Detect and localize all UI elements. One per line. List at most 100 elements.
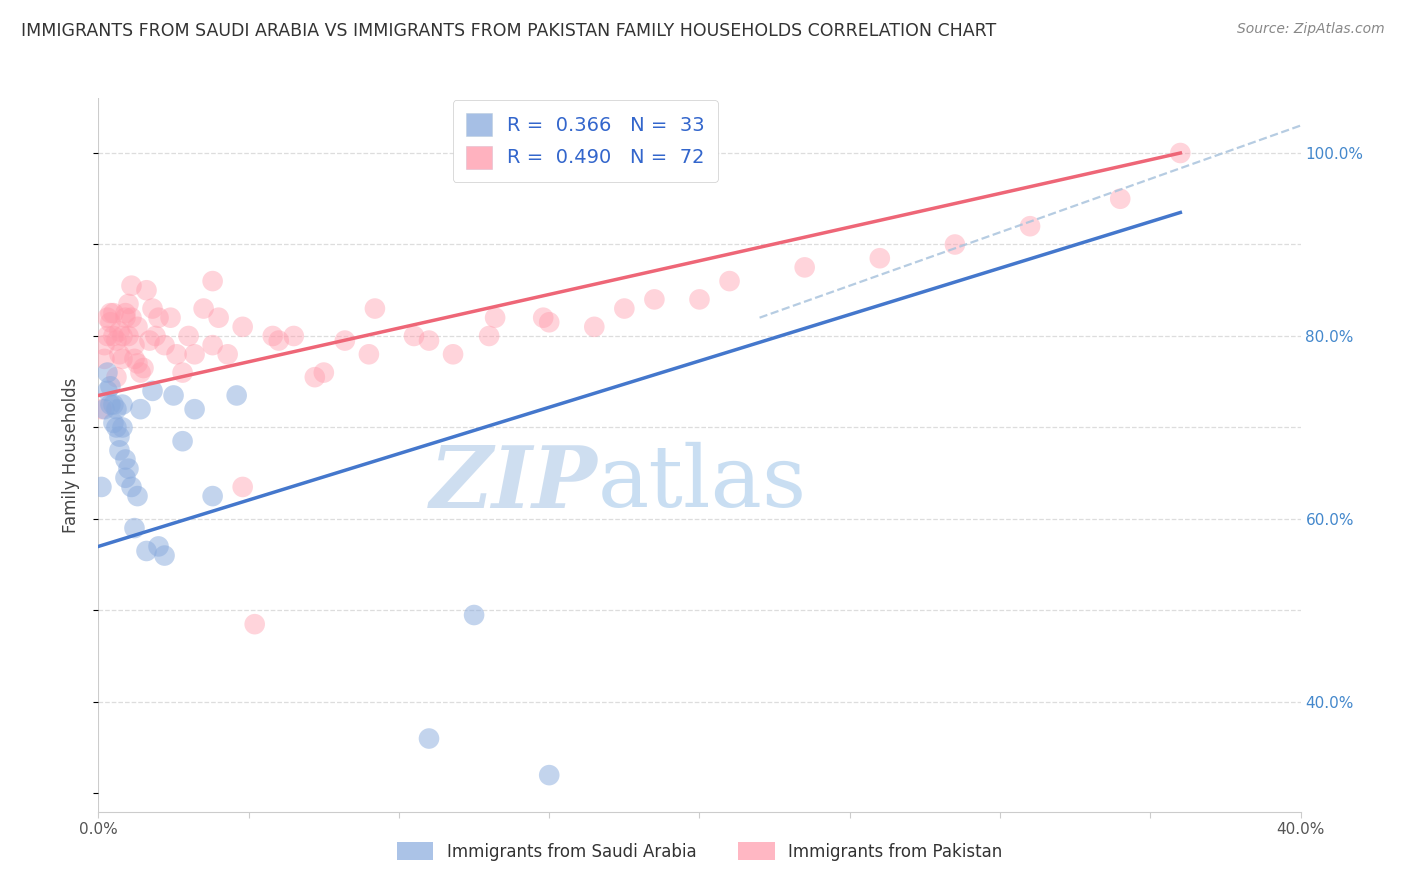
Point [127, 319, 149, 334]
Point [145, 329, 167, 343]
Point [183, 347, 205, 361]
Point [114, 310, 136, 325]
Point [531, 310, 554, 325]
Point [159, 310, 181, 325]
Point [267, 334, 290, 348]
Point [262, 329, 284, 343]
Point [153, 549, 176, 563]
Point [105, 334, 128, 348]
Point [153, 338, 176, 352]
Point [441, 347, 464, 361]
Point [100, 306, 122, 320]
Point [127, 356, 149, 370]
Point [105, 370, 128, 384]
Point [114, 452, 136, 467]
Text: atlas: atlas [598, 442, 807, 525]
Point [718, 274, 741, 288]
Point [418, 334, 440, 348]
Point [166, 347, 188, 361]
Point [208, 310, 231, 325]
Point [201, 338, 224, 352]
Point [93, 338, 115, 352]
Point [121, 310, 143, 325]
Point [124, 351, 146, 366]
Point [124, 338, 146, 352]
Point [478, 329, 501, 343]
Point [183, 402, 205, 417]
Point [135, 544, 157, 558]
Point [108, 429, 131, 443]
Point [484, 310, 506, 325]
Point [304, 370, 326, 384]
Point [312, 366, 335, 380]
Point [111, 351, 134, 366]
Point [105, 402, 128, 417]
Point [583, 319, 606, 334]
Point [333, 334, 356, 348]
Point [538, 315, 561, 329]
Point [402, 329, 425, 343]
Point [243, 617, 266, 632]
Point [103, 329, 125, 343]
Point [1019, 219, 1042, 234]
Point [538, 768, 561, 782]
Point [177, 329, 200, 343]
Point [108, 347, 131, 361]
Point [232, 480, 254, 494]
Point [127, 489, 149, 503]
Point [141, 384, 163, 398]
Point [283, 329, 305, 343]
Point [121, 480, 143, 494]
Point [93, 402, 115, 417]
Point [138, 334, 160, 348]
Point [689, 293, 711, 307]
Text: ZIP: ZIP [429, 442, 598, 525]
Y-axis label: Family Households: Family Households [62, 377, 80, 533]
Point [793, 260, 815, 275]
Text: Source: ZipAtlas.com: Source: ZipAtlas.com [1237, 22, 1385, 37]
Point [232, 319, 254, 334]
Point [135, 283, 157, 297]
Point [141, 301, 163, 316]
Point [1170, 146, 1192, 161]
Point [114, 471, 136, 485]
Point [643, 293, 665, 307]
Point [117, 461, 139, 475]
Point [613, 301, 636, 316]
Point [1109, 192, 1132, 206]
Point [111, 329, 134, 343]
Point [117, 329, 139, 343]
Point [418, 731, 440, 746]
Point [148, 540, 170, 554]
Point [96, 384, 118, 398]
Point [96, 329, 118, 343]
Point [869, 251, 891, 265]
Point [172, 366, 194, 380]
Point [148, 310, 170, 325]
Legend: Immigrants from Saudi Arabia, Immigrants from Pakistan: Immigrants from Saudi Arabia, Immigrants… [389, 836, 1010, 868]
Point [103, 306, 125, 320]
Point [217, 347, 239, 361]
Point [100, 315, 122, 329]
Point [93, 351, 115, 366]
Point [193, 301, 215, 316]
Point [108, 325, 131, 339]
Point [201, 274, 224, 288]
Point [463, 607, 485, 622]
Point [117, 297, 139, 311]
Point [105, 420, 128, 434]
Point [943, 237, 966, 252]
Point [162, 388, 184, 402]
Point [121, 278, 143, 293]
Point [111, 398, 134, 412]
Point [357, 347, 380, 361]
Text: IMMIGRANTS FROM SAUDI ARABIA VS IMMIGRANTS FROM PAKISTAN FAMILY HOUSEHOLDS CORRE: IMMIGRANTS FROM SAUDI ARABIA VS IMMIGRAN… [21, 22, 997, 40]
Point [129, 402, 152, 417]
Point [103, 416, 125, 430]
Point [201, 489, 224, 503]
Point [90, 480, 112, 494]
Point [90, 402, 112, 417]
Point [132, 361, 155, 376]
Point [100, 398, 122, 412]
Point [129, 366, 152, 380]
